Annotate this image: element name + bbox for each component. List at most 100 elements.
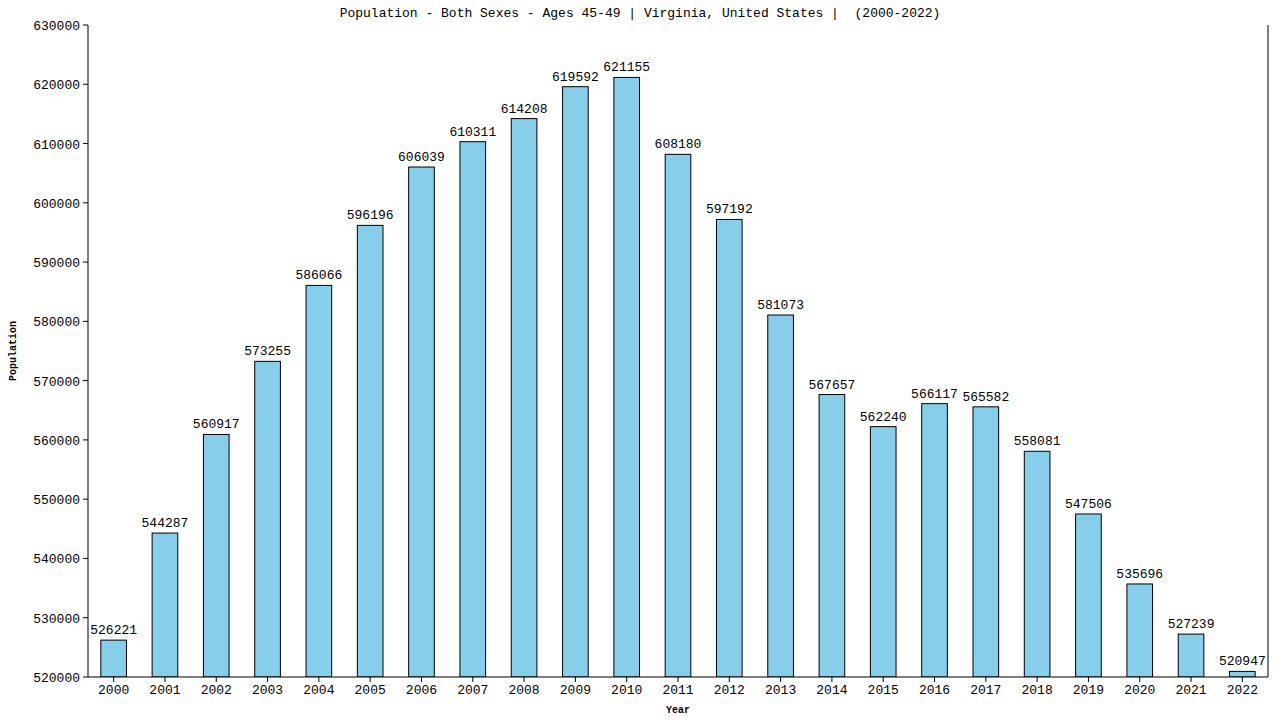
x-tick (164, 677, 165, 682)
data-label: 520947 (1219, 654, 1266, 669)
y-tick (83, 321, 88, 322)
bar (1076, 514, 1102, 677)
x-tick (575, 677, 576, 682)
data-label: 565582 (962, 390, 1009, 405)
x-tick-label: 2003 (252, 683, 283, 698)
data-label: 608180 (655, 137, 702, 152)
y-tick-label: 620000 (33, 78, 80, 93)
x-tick (780, 677, 781, 682)
y-tick (83, 262, 88, 263)
x-tick (985, 677, 986, 682)
x-tick-label: 2010 (611, 683, 642, 698)
bar (409, 167, 435, 677)
x-tick-label: 2016 (919, 683, 950, 698)
data-label: 558081 (1014, 434, 1061, 449)
data-label: 547506 (1065, 497, 1112, 512)
y-tick-label: 590000 (33, 256, 80, 271)
bar (1024, 451, 1050, 677)
x-tick (831, 677, 832, 682)
y-tick (83, 143, 88, 144)
y-tick (83, 677, 88, 678)
data-label: 596196 (347, 208, 394, 223)
bar (152, 533, 178, 677)
y-tick (83, 380, 88, 381)
x-tick-label: 2001 (149, 683, 180, 698)
bar (665, 154, 691, 677)
x-tick (524, 677, 525, 682)
bar (1178, 634, 1204, 677)
bar (511, 119, 537, 677)
x-tick-label: 2011 (662, 683, 693, 698)
y-tick-label: 560000 (33, 434, 80, 449)
bar (306, 285, 332, 677)
data-label: 567657 (809, 378, 856, 393)
data-label: 527239 (1168, 617, 1215, 632)
bar (1230, 671, 1256, 677)
y-tick (83, 558, 88, 559)
x-tick-label: 2012 (714, 683, 745, 698)
y-axis (88, 25, 89, 677)
data-label: 544287 (142, 516, 189, 531)
data-label: 560917 (193, 417, 240, 432)
x-tick-label: 2022 (1227, 683, 1258, 698)
y-tick-label: 580000 (33, 315, 80, 330)
data-label: 619592 (552, 70, 599, 85)
bar (1127, 584, 1153, 677)
x-tick (370, 677, 371, 682)
bar (716, 219, 742, 677)
x-tick-label: 2004 (303, 683, 334, 698)
data-label: 606039 (398, 150, 445, 165)
x-tick (421, 677, 422, 682)
y-tick-label: 540000 (33, 552, 80, 567)
bar (870, 427, 896, 677)
data-label: 597192 (706, 202, 753, 217)
x-tick (1139, 677, 1140, 682)
y-axis-label: Population (8, 321, 19, 381)
x-tick (1242, 677, 1243, 682)
data-label: 566117 (911, 387, 958, 402)
y-tick-label: 570000 (33, 375, 80, 390)
y-tick (83, 499, 88, 500)
bar (768, 315, 794, 677)
x-tick-label: 2014 (816, 683, 847, 698)
y-tick-label: 550000 (33, 493, 80, 508)
x-tick (113, 677, 114, 682)
bar (101, 640, 127, 677)
x-tick-label: 2002 (201, 683, 232, 698)
x-tick (883, 677, 884, 682)
x-tick-label: 2020 (1124, 683, 1155, 698)
y-tick (83, 84, 88, 85)
x-tick (729, 677, 730, 682)
data-label: 586066 (295, 268, 342, 283)
x-tick-label: 2007 (457, 683, 488, 698)
frame-right (1268, 25, 1269, 677)
x-tick-label: 2006 (406, 683, 437, 698)
bar (973, 407, 999, 677)
bar (819, 395, 845, 677)
x-tick-label: 2008 (508, 683, 539, 698)
y-tick (83, 439, 88, 440)
x-tick (267, 677, 268, 682)
y-tick-label: 630000 (33, 19, 80, 34)
title: Population - Both Sexes - Ages 45-49 | V… (340, 6, 941, 21)
x-tick (216, 677, 217, 682)
x-tick-label: 2009 (560, 683, 591, 698)
x-tick-label: 2019 (1073, 683, 1104, 698)
y-tick (83, 617, 88, 618)
data-label: 614208 (501, 102, 548, 117)
y-tick-label: 530000 (33, 612, 80, 627)
data-label: 526221 (90, 623, 137, 638)
data-label: 581073 (757, 298, 804, 313)
x-tick-label: 2018 (1022, 683, 1053, 698)
x-tick (1191, 677, 1192, 682)
data-label: 562240 (860, 410, 907, 425)
x-tick (678, 677, 679, 682)
bar (203, 434, 229, 677)
x-tick-label: 2005 (355, 683, 386, 698)
x-tick (1037, 677, 1038, 682)
x-tick (318, 677, 319, 682)
x-axis-label: Year (666, 705, 690, 716)
bar (614, 77, 640, 677)
x-tick-label: 2000 (98, 683, 129, 698)
x-tick-label: 2021 (1175, 683, 1206, 698)
